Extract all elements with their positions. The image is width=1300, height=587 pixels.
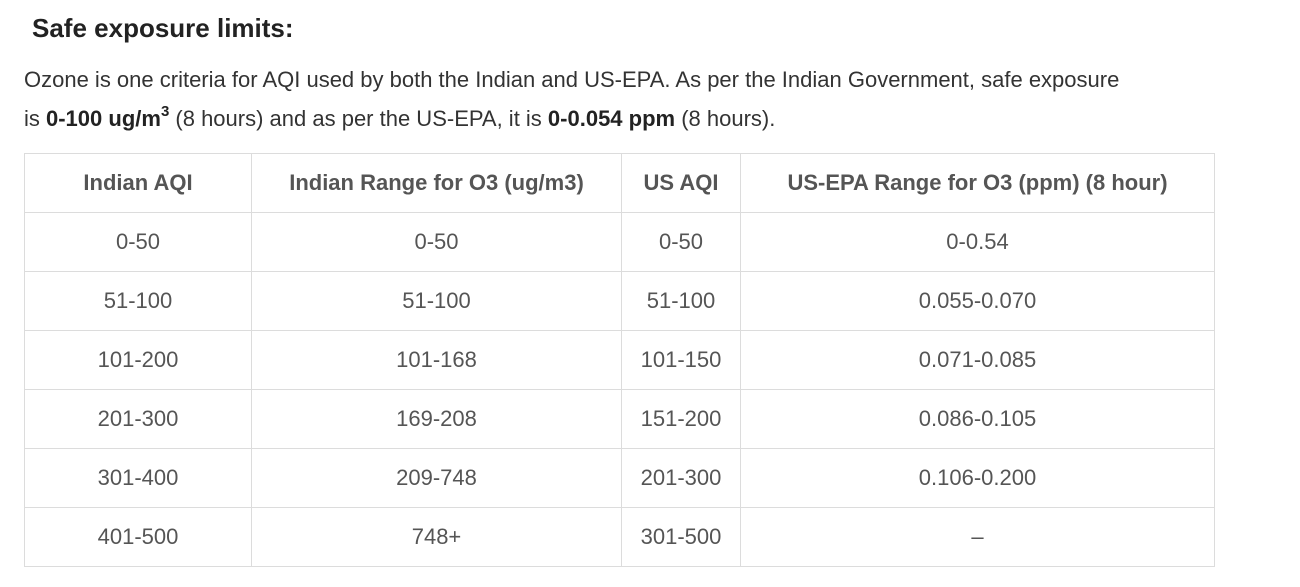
table-row: 51-100 51-100 51-100 0.055-0.070 xyxy=(24,271,1215,331)
table-cell: 201-300 xyxy=(621,448,741,508)
table-cell: 0-50 xyxy=(621,212,741,272)
table-cell: 0.106-0.200 xyxy=(740,448,1215,508)
intro-paragraph: Ozone is one criteria for AQI used by bo… xyxy=(24,60,1274,138)
table-cell: 0.071-0.085 xyxy=(740,330,1215,390)
intro-end: (8 hours). xyxy=(675,106,776,131)
intro-line1: Ozone is one criteria for AQI used by bo… xyxy=(24,67,1120,92)
table-cell: 0-0.54 xyxy=(740,212,1215,272)
table-cell: 169-208 xyxy=(251,389,622,449)
table-header-row: Indian AQI Indian Range for O3 (ug/m3) U… xyxy=(24,153,1215,213)
table-cell: 51-100 xyxy=(621,271,741,331)
table-cell: 0.055-0.070 xyxy=(740,271,1215,331)
table-cell: 209-748 xyxy=(251,448,622,508)
table-cell: 101-150 xyxy=(621,330,741,390)
intro-is: is xyxy=(24,106,46,131)
table-cell: 101-168 xyxy=(251,330,622,390)
table-cell: 301-500 xyxy=(621,507,741,567)
header-us-epa-range: US-EPA Range for O3 (ppm) (8 hour) xyxy=(740,153,1215,213)
table-cell: – xyxy=(740,507,1215,567)
table-row: 201-300 169-208 151-200 0.086-0.105 xyxy=(24,389,1215,449)
table-cell: 748+ xyxy=(251,507,622,567)
table-cell: 51-100 xyxy=(251,271,622,331)
header-indian-aqi: Indian AQI xyxy=(24,153,252,213)
intro-mid: (8 hours) and as per the US-EPA, it is xyxy=(169,106,548,131)
table-cell: 201-300 xyxy=(24,389,252,449)
header-us-aqi: US AQI xyxy=(621,153,741,213)
section-heading: Safe exposure limits: xyxy=(32,13,294,43)
table-cell: 151-200 xyxy=(621,389,741,449)
indian-safe-limit: 0-100 ug/m3 xyxy=(46,102,170,131)
table-cell: 101-200 xyxy=(24,330,252,390)
table-row: 301-400 209-748 201-300 0.106-0.200 xyxy=(24,448,1215,508)
table-cell: 51-100 xyxy=(24,271,252,331)
table-cell: 0.086-0.105 xyxy=(740,389,1215,449)
table-cell: 301-400 xyxy=(24,448,252,508)
table-cell: 0-50 xyxy=(251,212,622,272)
table-row: 0-50 0-50 0-50 0-0.54 xyxy=(24,212,1215,272)
us-safe-limit: 0-0.054 ppm xyxy=(547,106,676,131)
table-row: 101-200 101-168 101-150 0.071-0.085 xyxy=(24,330,1215,390)
table-row: 401-500 748+ 301-500 – xyxy=(24,507,1215,567)
table-cell: 401-500 xyxy=(24,507,252,567)
table-cell: 0-50 xyxy=(24,212,252,272)
aqi-ranges-table: Indian AQI Indian Range for O3 (ug/m3) U… xyxy=(24,153,1215,567)
header-indian-range: Indian Range for O3 (ug/m3) xyxy=(251,153,622,213)
